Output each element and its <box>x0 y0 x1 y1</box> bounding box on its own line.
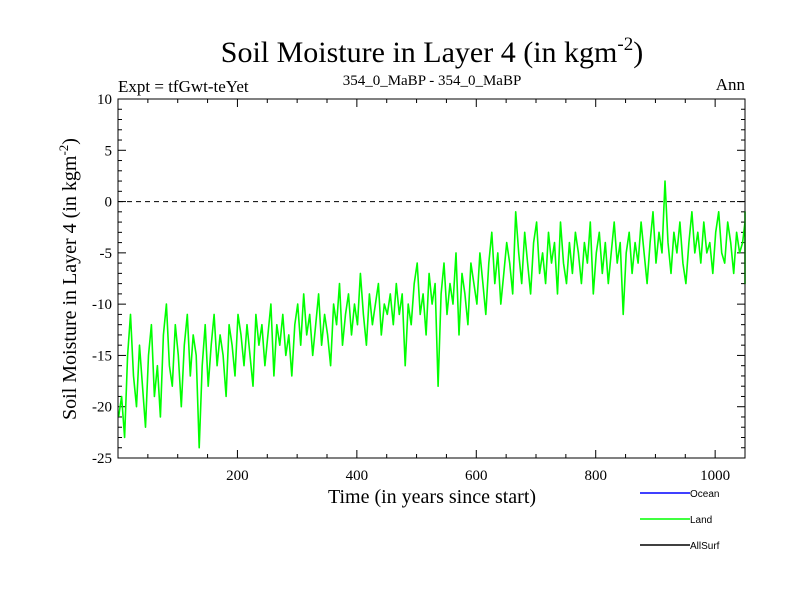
axis-ticks <box>118 99 745 458</box>
y-tick-label: 5 <box>105 143 113 159</box>
series-line-land <box>117 180 746 449</box>
legend-label-land: Land <box>690 515 712 526</box>
y-tick-label: -5 <box>100 246 113 262</box>
chart-title-main: Soil Moisture in Layer 4 (in kgm <box>221 36 618 69</box>
y-axis-label-main: Soil Moisture in Layer 4 (in kgm <box>59 155 81 420</box>
comparison-label: 354_0_MaBP - 354_0_MaBP <box>343 73 522 89</box>
x-axis-label: Time (in years since start) <box>328 486 536 508</box>
legend-label-ocean: Ocean <box>690 489 719 500</box>
chart-title-close: ) <box>633 36 643 69</box>
legend: Ocean Land AllSurf <box>640 489 720 552</box>
y-tick-label: 10 <box>97 92 112 108</box>
y-tick-label: -10 <box>92 297 112 313</box>
y-tick-label: -25 <box>92 451 112 467</box>
chart-title: Soil Moisture in Layer 4 (in kgm-2) <box>221 34 643 69</box>
y-tick-label: -15 <box>92 348 112 364</box>
y-axis-label-close: ) <box>59 138 81 145</box>
y-tick-label: -20 <box>92 400 112 416</box>
x-tick-label: 800 <box>584 468 607 484</box>
x-tick-label: 600 <box>465 468 488 484</box>
chart-title-superscript: -2 <box>617 34 633 55</box>
season-label: Ann <box>716 75 746 94</box>
plot-frame <box>117 98 746 459</box>
y-tick-label: 0 <box>105 195 113 211</box>
experiment-label: Expt = tfGwt-teYet <box>118 77 249 96</box>
x-tick-label: 400 <box>346 468 369 484</box>
x-tick-label: 200 <box>226 468 249 484</box>
legend-label-allsurf: AllSurf <box>690 541 720 552</box>
y-axis-label-superscript: -2 <box>56 145 71 156</box>
axis-tick-labels: 200 400 600 800 1000 10 5 0 -5 -10 -15 -20 -25 <box>92 92 730 484</box>
y-axis-label: Soil Moisture in Layer 4 (in kgm-2) <box>56 138 81 420</box>
x-tick-label: 1000 <box>700 468 730 484</box>
